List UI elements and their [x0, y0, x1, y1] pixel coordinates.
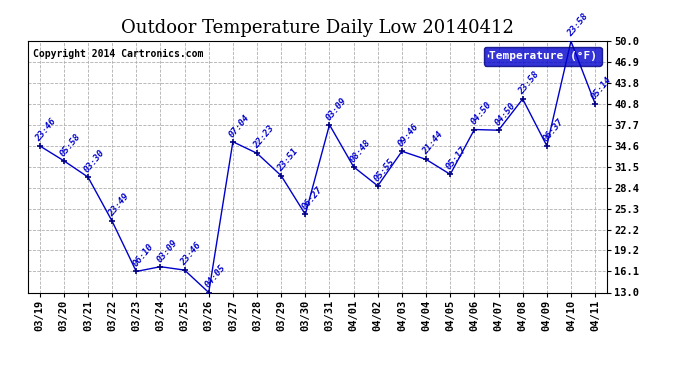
Text: 23:46: 23:46	[179, 241, 204, 267]
Text: 09:46: 09:46	[397, 122, 421, 148]
Text: 06:27: 06:27	[300, 185, 324, 211]
Text: 22:23: 22:23	[252, 124, 276, 150]
Text: 07:04: 07:04	[228, 112, 252, 139]
Text: 23:51: 23:51	[276, 147, 300, 173]
Text: 23:49: 23:49	[107, 192, 131, 218]
Text: 04:50: 04:50	[469, 100, 493, 127]
Text: 04:50: 04:50	[493, 101, 518, 128]
Title: Outdoor Temperature Daily Low 20140412: Outdoor Temperature Daily Low 20140412	[121, 19, 514, 37]
Text: 06:37: 06:37	[542, 117, 566, 143]
Text: 21:44: 21:44	[421, 130, 445, 157]
Text: 08:48: 08:48	[348, 138, 373, 164]
Text: 05:55: 05:55	[373, 157, 397, 183]
Text: 04:05: 04:05	[204, 263, 228, 290]
Text: 03:09: 03:09	[155, 237, 179, 264]
Text: 05:14: 05:14	[590, 75, 614, 101]
Text: 05:17: 05:17	[445, 145, 469, 172]
Text: 03:30: 03:30	[83, 148, 107, 174]
Text: 05:58: 05:58	[59, 132, 83, 158]
Legend: Temperature (°F): Temperature (°F)	[484, 47, 602, 66]
Text: 23:46: 23:46	[34, 117, 59, 143]
Text: 03:09: 03:09	[324, 96, 348, 122]
Text: 23:58: 23:58	[518, 70, 542, 96]
Text: Copyright 2014 Cartronics.com: Copyright 2014 Cartronics.com	[33, 49, 204, 59]
Text: 23:58: 23:58	[566, 12, 590, 39]
Text: 06:10: 06:10	[131, 242, 155, 268]
